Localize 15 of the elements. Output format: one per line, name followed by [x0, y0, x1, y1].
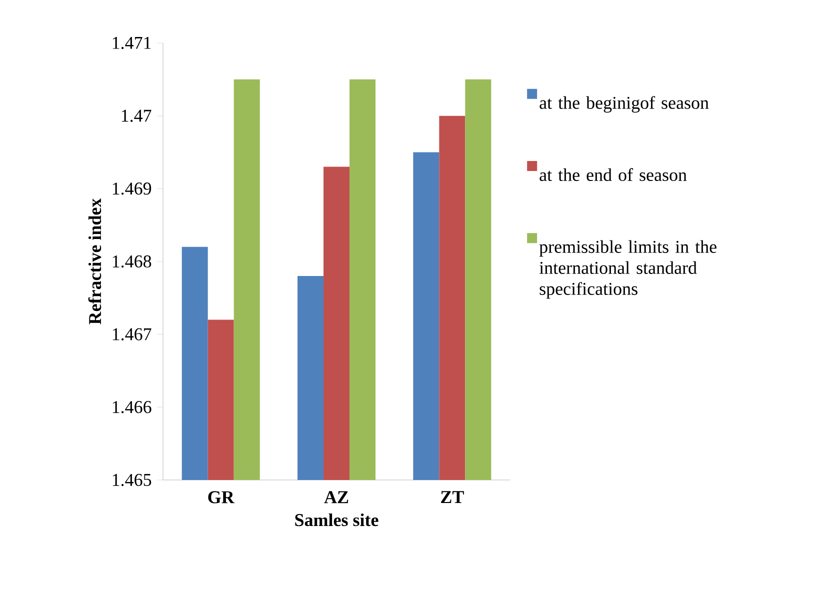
x-tick-label: AZ	[324, 491, 348, 504]
legend-label: at the end of season	[540, 168, 687, 182]
x-tick-label: GR	[208, 491, 234, 504]
y-tick-label: 1.471	[112, 36, 151, 50]
x-tick-label: ZT	[441, 491, 464, 503]
legend-label: premissible limits in the international standard specifications	[539, 240, 716, 299]
y-tick-label: 1.468	[112, 255, 152, 268]
legend-label: at the beginigof season	[540, 96, 709, 113]
y-tick-label: 1.47	[122, 110, 152, 122]
y-tick-label: 1.467	[112, 328, 152, 340]
y-tick-label: 1.465	[112, 474, 152, 486]
y-tick-label: 1.469	[112, 182, 152, 195]
y-axis-title: Refractive index	[88, 198, 102, 324]
x-axis-title: Samles site	[295, 513, 378, 526]
y-tick-label: 1.466	[112, 401, 152, 414]
